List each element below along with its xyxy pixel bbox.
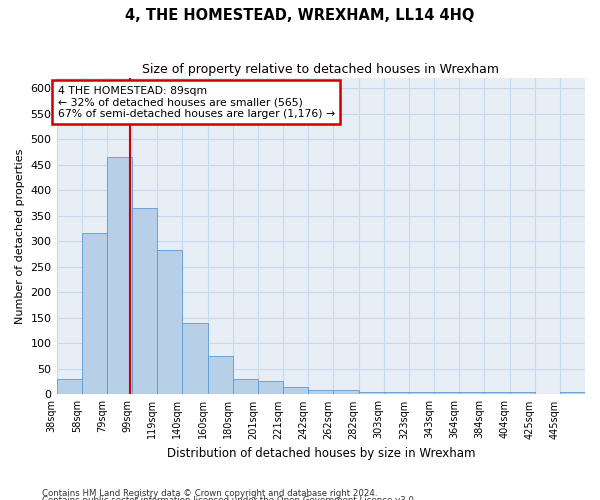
Bar: [283, 387, 308, 394]
Bar: [56, 379, 82, 394]
Bar: [484, 392, 509, 394]
Bar: [383, 392, 409, 394]
Text: 4 THE HOMESTEAD: 89sqm
← 32% of detached houses are smaller (565)
67% of semi-de: 4 THE HOMESTEAD: 89sqm ← 32% of detached…: [58, 86, 335, 119]
Bar: [208, 356, 233, 395]
Bar: [157, 250, 182, 394]
Bar: [107, 157, 132, 394]
Text: Contains public sector information licensed under the Open Government Licence v3: Contains public sector information licen…: [42, 496, 416, 500]
Bar: [509, 392, 535, 394]
Bar: [334, 390, 359, 394]
Bar: [258, 380, 283, 394]
Y-axis label: Number of detached properties: Number of detached properties: [15, 148, 25, 324]
Bar: [459, 392, 484, 394]
Bar: [359, 392, 383, 394]
Bar: [82, 232, 107, 394]
Text: Contains HM Land Registry data © Crown copyright and database right 2024.: Contains HM Land Registry data © Crown c…: [42, 488, 377, 498]
Bar: [409, 392, 434, 394]
Title: Size of property relative to detached houses in Wrexham: Size of property relative to detached ho…: [142, 62, 499, 76]
X-axis label: Distribution of detached houses by size in Wrexham: Distribution of detached houses by size …: [167, 447, 475, 460]
Bar: [434, 392, 459, 394]
Bar: [182, 323, 208, 394]
Text: 4, THE HOMESTEAD, WREXHAM, LL14 4HQ: 4, THE HOMESTEAD, WREXHAM, LL14 4HQ: [125, 8, 475, 22]
Bar: [233, 379, 258, 394]
Bar: [132, 208, 157, 394]
Bar: [560, 392, 585, 394]
Bar: [308, 390, 334, 394]
